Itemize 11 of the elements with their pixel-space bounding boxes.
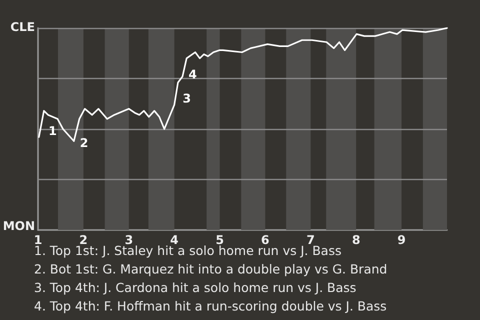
x-tick-label: 8 <box>352 233 360 247</box>
annotation: 1 <box>48 124 57 138</box>
annotation: 4 <box>188 67 197 82</box>
text: CLE <box>10 20 36 34</box>
text: MON <box>2 219 35 233</box>
text: 3. Top 4th: J. Cardona hit a solo home run vs J. Bass <box>34 280 356 295</box>
text: 2. Bot 1st: G. Marquez hit into a double play vs G. Brand <box>34 262 388 276</box>
annotation: 3 <box>182 92 191 106</box>
annotation: 2 <box>80 136 88 150</box>
text: 4. Top 4th: F. Hoffman hit a run-scoring double vs J. Bass <box>34 298 387 314</box>
x-tick-label: 9 <box>397 233 406 247</box>
